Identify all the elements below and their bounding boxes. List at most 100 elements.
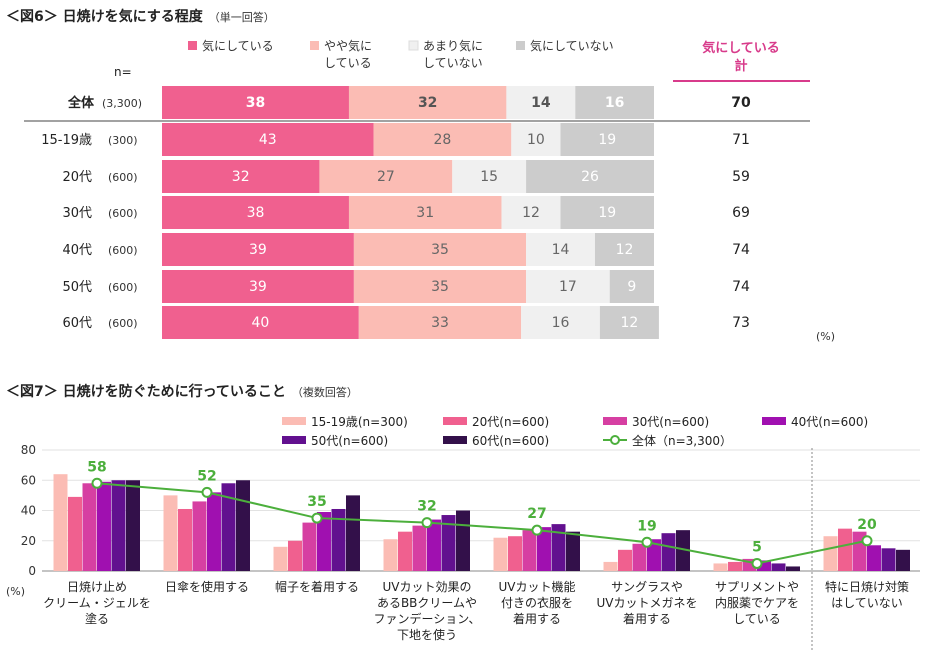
- fig6-percent-unit: (%): [816, 330, 835, 343]
- fig7-y-tick: 20: [21, 534, 36, 548]
- fig7-category-label: サプリメントや内服薬でケアをしている: [715, 580, 799, 626]
- fig6-bar-value: 10: [527, 132, 545, 148]
- fig6-bar-value: 27: [377, 169, 395, 185]
- fig6-category-label: 30代: [62, 206, 92, 221]
- fig6-n-value: (300): [108, 134, 138, 147]
- fig7-overall-value: 52: [197, 468, 216, 484]
- fig6-bar-segment: [526, 270, 610, 303]
- fig6-bar-segment: [373, 123, 512, 156]
- fig7-y-tick: 40: [21, 504, 36, 518]
- fig7-legend-swatch: [443, 436, 467, 444]
- fig7-bar: [68, 496, 82, 571]
- fig6-bar-value: 38: [247, 205, 265, 221]
- fig7-legend-label: 15-19歳(n=300): [311, 415, 408, 429]
- fig7-legend-label: 60代(n=600): [472, 434, 549, 448]
- fig6-bar-value: 19: [598, 132, 616, 148]
- fig6-bar-value: 35: [431, 242, 449, 258]
- fig7-bar: [771, 563, 786, 571]
- fig6-legend-swatch: [516, 41, 525, 50]
- fig7-bar: [728, 561, 742, 571]
- fig7-bar: [537, 527, 551, 571]
- fig6-bar-segment: [162, 86, 349, 119]
- fig6-total-value: 70: [731, 95, 751, 111]
- fig7-category-label: サングラスや UVカットメガネを着用する: [597, 580, 698, 626]
- fig7-y-tick: 80: [21, 443, 36, 457]
- fig7-bar: [603, 561, 618, 571]
- fig7-bar: [632, 543, 647, 571]
- fig6-bar-value: 43: [259, 132, 277, 148]
- fig7-legend-label: 20代(n=600): [472, 415, 549, 429]
- fig6-n-value: (600): [108, 281, 138, 294]
- fig7-bar: [126, 480, 140, 571]
- fig6-bar-value: 39: [249, 242, 267, 258]
- fig6-bar-segment: [560, 196, 654, 229]
- fig6-bar-segment: [560, 123, 654, 156]
- fig7-legend-swatch: [603, 417, 627, 425]
- fig6-n-value: (3,300): [102, 97, 142, 110]
- fig6-bar-value: 35: [431, 279, 449, 295]
- fig6-bar-segment: [162, 196, 349, 229]
- fig6-n-value: (600): [108, 244, 138, 257]
- fig7-bar: [838, 528, 852, 571]
- fig6-bar-segment: [162, 306, 359, 339]
- fig6-legend-label: 気にしている: [202, 38, 274, 53]
- fig7-bar: [273, 546, 288, 571]
- fig6-bar-value: 19: [598, 205, 616, 221]
- fig7-title: ＜図7＞ 日焼けを防ぐために行っていること （複数回答）: [6, 384, 358, 400]
- fig7-bar: [713, 563, 728, 571]
- fig6-legend-swatch: [310, 41, 319, 50]
- fig6-bar-segment: [609, 270, 654, 303]
- fig7-bar: [757, 560, 771, 571]
- fig6-total-value: 69: [732, 205, 750, 221]
- fig7-overall-point: [751, 557, 763, 569]
- fig6-bar-segment: [521, 306, 600, 339]
- fig6-bar-segment: [594, 233, 654, 266]
- fig7-bar: [317, 512, 331, 571]
- fig7-bar: [346, 495, 360, 571]
- fig6-total-value: 74: [732, 279, 750, 295]
- fig7-legend-swatch: [282, 436, 306, 444]
- fig6-bar-value: 12: [616, 242, 634, 258]
- fig6-bar-value: 9: [627, 279, 636, 295]
- fig6-total-header: 気にしている計: [702, 40, 780, 74]
- fig6-total-value: 73: [732, 315, 750, 331]
- fig7-bar: [82, 483, 97, 571]
- fig6-bar-segment: [506, 86, 576, 119]
- fig6-bar-segment: [575, 86, 654, 119]
- fig7-y-tick: 60: [21, 473, 36, 487]
- fig6-bar-value: 33: [431, 315, 449, 331]
- fig6-bar-segment: [599, 306, 659, 339]
- fig6-bar-segment: [526, 160, 654, 193]
- fig6-bar-value: 39: [249, 279, 267, 295]
- fig7-legend-swatch: [762, 417, 786, 425]
- fig7-category-label: UVカット効果のあるBBクリームやファンデーション、下地を使う: [373, 579, 480, 642]
- fig6-n-label: n=: [114, 65, 132, 79]
- fig6-bar-value: 12: [620, 315, 638, 331]
- fig6-bar-segment: [526, 233, 595, 266]
- fig6-bar-segment: [353, 270, 527, 303]
- fig6-bar-segment: [452, 160, 527, 193]
- fig7-bar: [508, 536, 522, 571]
- fig6-bar-segment: [501, 196, 561, 229]
- fig7-bar: [867, 545, 881, 571]
- fig6-total-value: 59: [732, 169, 750, 185]
- fig7-bar: [896, 549, 910, 571]
- fig7-bar: [786, 566, 800, 571]
- fig7-legend-swatch: [282, 417, 306, 425]
- fig7-bar: [53, 474, 68, 571]
- fig7-category-label: 特に日焼け対策はしていない: [825, 579, 909, 610]
- fig7-bar: [441, 515, 456, 571]
- fig7-overall-value: 35: [307, 494, 326, 510]
- fig7-legend-label: 40代(n=600): [791, 415, 868, 429]
- fig7-bar: [551, 524, 566, 571]
- fig6-bar-segment: [358, 306, 522, 339]
- fig7-overall-value: 20: [857, 517, 877, 533]
- fig7-overall-point: [861, 535, 873, 547]
- fig7-overall-value: 27: [527, 506, 546, 522]
- fig6-category-label: 40代: [62, 243, 92, 258]
- fig6-category-label: 20代: [62, 170, 92, 185]
- fig6-stacked-bar-chart: 気にしている やや気にしている あまり気にしていない 気にしていない n= 気にしている計…: [24, 38, 835, 343]
- fig6-title: ＜図6＞ 日焼けを気にする程度 （単一回答）: [6, 9, 275, 25]
- fig7-subtitle: （複数回答）: [291, 386, 358, 399]
